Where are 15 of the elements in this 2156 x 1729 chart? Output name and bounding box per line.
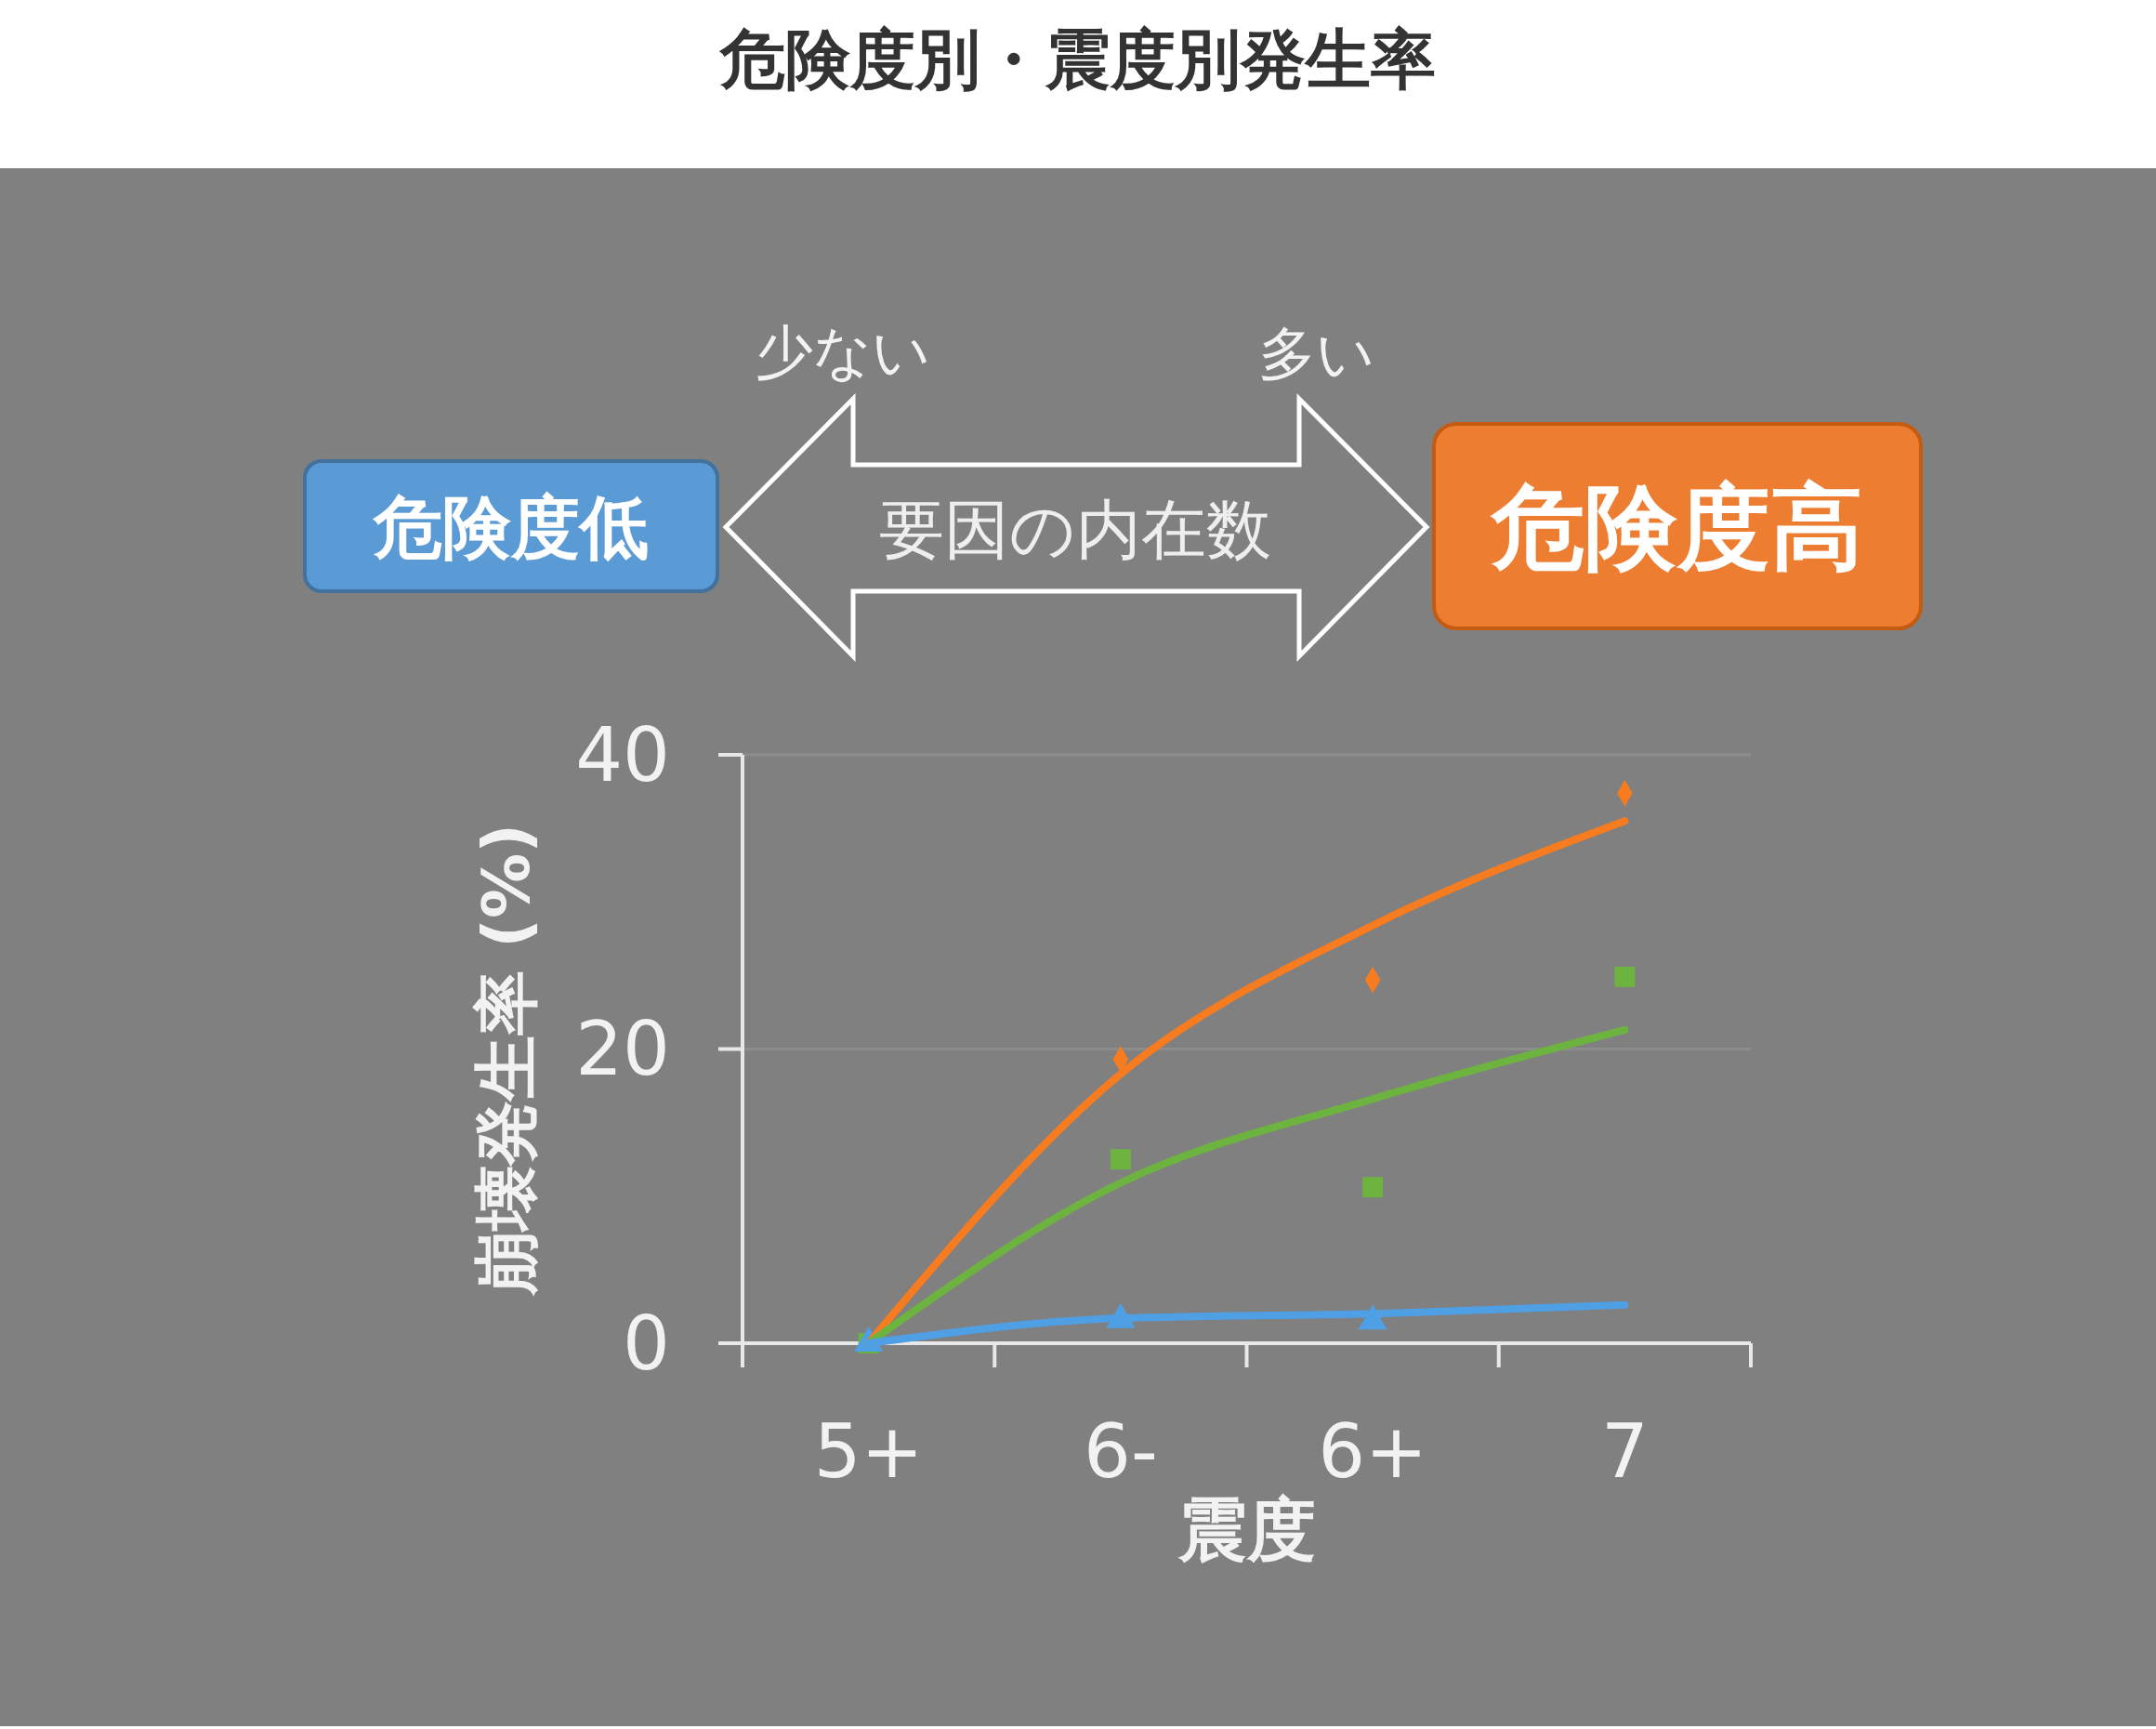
text: 多い <box>1257 319 1374 388</box>
text: 要因の内在数 <box>879 492 1271 568</box>
x-axis-title: 震度 <box>1177 1489 1316 1569</box>
x-tick-label: 6- <box>1083 1407 1158 1495</box>
text: 少ない <box>756 317 930 386</box>
text: 危険度低 <box>372 487 649 567</box>
chart-title: 危険度別・震度別発生率 <box>718 21 1436 98</box>
x-tick-label: 7 <box>1600 1407 1649 1495</box>
text: 危険度高 <box>1490 472 1863 582</box>
x-tick-label: 6+ <box>1318 1407 1428 1495</box>
y-axis-title: 崩壊発生率 (%) <box>468 823 545 1298</box>
y-tick-label: 40 <box>575 711 670 799</box>
y-tick-label: 0 <box>623 1300 670 1387</box>
y-tick-label: 20 <box>575 1006 670 1092</box>
x-tick-label: 5+ <box>813 1407 924 1495</box>
